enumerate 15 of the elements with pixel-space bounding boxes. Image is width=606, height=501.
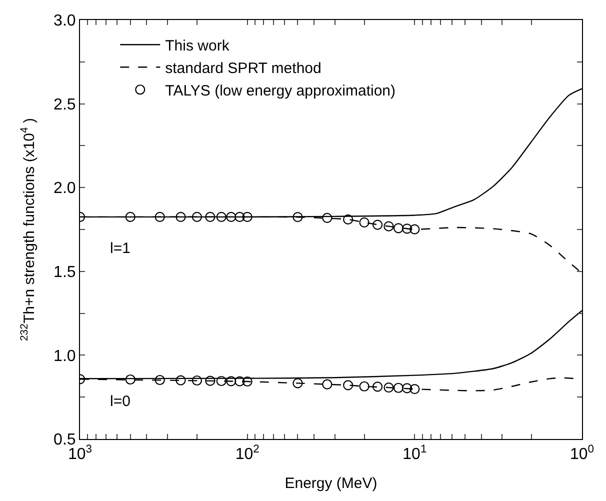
x-tick-label: 10$^{2}$ xyxy=(235,443,260,464)
x-tick-label: 10$^{1}$ xyxy=(402,443,427,464)
annotation: l=1 xyxy=(110,240,130,257)
y-tick-label: 2.0 xyxy=(54,180,76,198)
legend-label: TALYS (low energy approximation) xyxy=(165,82,396,100)
annotation: l=0 xyxy=(110,393,130,410)
y-tick-label: 1.0 xyxy=(54,348,76,365)
y-tick-label: 2.5 xyxy=(54,96,76,114)
x-axis-title: Energy (MeV) xyxy=(284,475,378,492)
y-tick-label: 3.0 xyxy=(54,12,76,30)
y-tick-label: 1.5 xyxy=(54,264,76,281)
y-tick-label: 0.5 xyxy=(54,432,76,449)
legend-label: standard SPRT method xyxy=(165,60,322,77)
x-tick-label: 10$^{0}$ xyxy=(570,443,594,464)
legend-label: This work xyxy=(165,37,230,54)
